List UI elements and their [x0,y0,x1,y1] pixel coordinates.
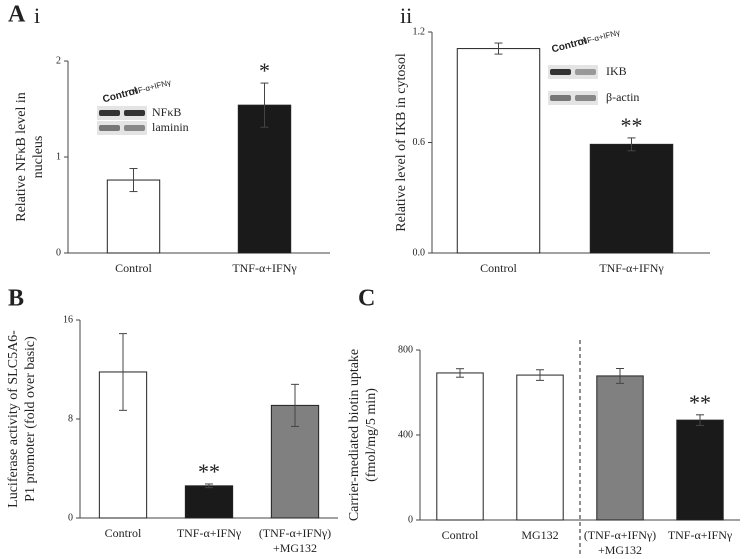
error-bar [696,414,704,426]
bar [596,375,644,521]
panel-label: B [8,286,24,312]
blot-band-label: β-actin [606,90,639,104]
bar [106,179,161,254]
y-tick-label: 0.0 [413,247,426,258]
bar [676,419,724,521]
y-axis-label: nucleus [31,136,46,179]
blot-background [548,91,598,105]
x-tick-label: TNF-α+IFNγ [177,526,242,540]
y-tick-label: 0 [56,247,61,258]
y-axis-label: (fmol/mg/5 min) [364,388,379,482]
y-tick-label: 0.6 [413,137,426,148]
x-tick-label: +MG132 [598,543,642,557]
bar [237,104,292,254]
x-tick-label: +MG132 [273,541,317,555]
x-tick-label: Control [105,526,142,540]
y-tick-label: 0 [408,514,413,525]
blot-background [548,65,598,79]
bar [436,372,484,521]
blot-band [99,125,120,131]
bar [589,143,674,254]
x-tick-label: TNF-α+IFNγ [668,528,733,542]
error-bar [616,367,624,384]
blot-band-label: IKB [606,64,627,78]
blot-band-label: NFκB [152,105,181,119]
blot-band [575,95,596,101]
y-axis-label: Luciferase activity of SLC5A6- [6,330,21,508]
blot-band [99,110,120,116]
error-bar [205,483,213,489]
error-bar [291,383,299,427]
blot-band [550,69,571,75]
error-bar [494,42,503,55]
x-tick-label: MG132 [521,528,558,542]
blot-band [124,110,145,116]
x-tick-label: (TNF-α+IFNγ) [584,528,656,542]
x-tick-label: Control [442,528,479,542]
y-tick-label: 1 [56,151,61,162]
y-axis-label: Relative NFκB level in [14,92,29,222]
y-tick-label: 16 [63,314,73,325]
significance: ** [621,113,643,138]
y-axis-label: P1 promoter (fold over basic) [23,336,38,502]
error-bar [536,369,544,381]
error-bar [627,137,636,152]
y-tick-label: 1.2 [413,26,426,37]
error-bar [260,82,269,128]
blot-band [575,69,596,75]
x-tick-label: Control [480,261,517,275]
bar [456,48,541,254]
panel-label: C [358,286,375,312]
y-tick-label: 2 [56,55,61,66]
significance: * [259,58,270,83]
x-tick-label: TNF-α+IFNγ [232,261,297,275]
y-tick-label: 8 [68,413,73,424]
x-tick-label: Control [115,261,152,275]
blot-background [97,106,147,120]
panel-label: i [34,3,40,28]
bar [516,374,564,521]
blot-band [550,95,571,101]
significance: ** [198,459,220,484]
y-tick-label: 800 [398,344,413,355]
blot-background [97,121,147,135]
error-bar [456,368,464,378]
y-tick-label: 400 [398,429,413,440]
y-axis-label: Carrier-mediated biotin uptake [347,349,362,521]
bar [184,485,234,519]
x-tick-label: (TNF-α+IFNγ) [259,526,331,540]
blot-column-label: TNF-α+IFNγ [127,78,172,98]
section-label: A [8,2,26,28]
y-tick-label: 0 [68,512,73,523]
y-axis-label: Relative level of IKB in cytosol [394,53,409,232]
error-bar [119,333,127,411]
blot-band [124,125,145,131]
error-bar [129,168,138,193]
significance: ** [689,390,711,415]
blot-column-label: TNF-α+IFNγ [576,28,621,48]
x-tick-label: TNF-α+IFNγ [599,261,664,275]
panel-label: ii [400,3,412,28]
blot-band-label: laminin [152,120,189,134]
